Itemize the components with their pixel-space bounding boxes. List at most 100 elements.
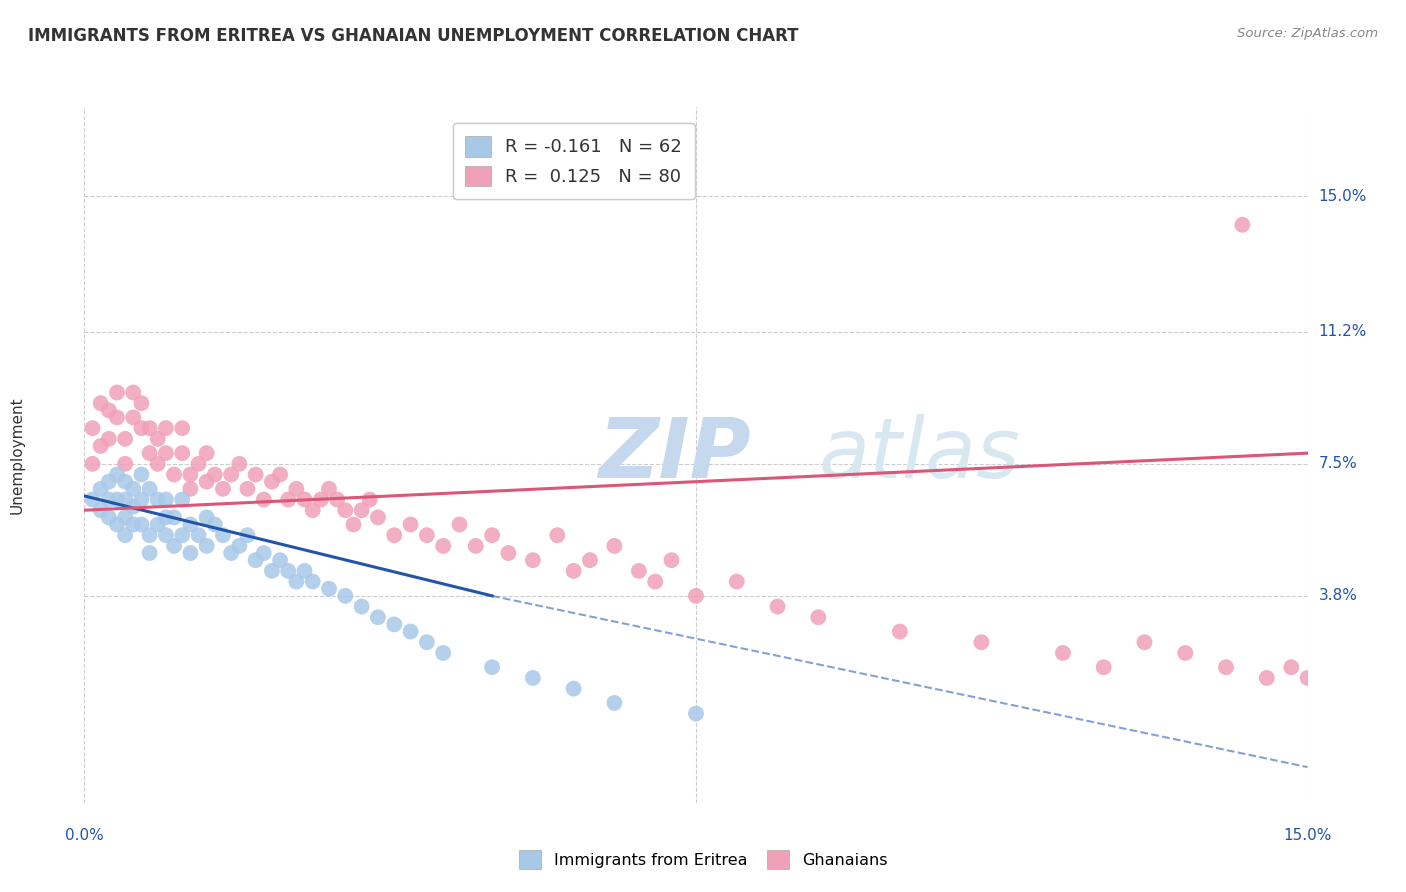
Point bbox=[163, 467, 186, 482]
Point bbox=[807, 610, 830, 624]
Point bbox=[399, 624, 422, 639]
Point bbox=[335, 503, 357, 517]
Point bbox=[131, 421, 153, 435]
Text: 7.5%: 7.5% bbox=[1319, 457, 1357, 471]
Point bbox=[212, 482, 235, 496]
Point bbox=[195, 510, 218, 524]
Point bbox=[253, 546, 276, 560]
Point bbox=[204, 467, 226, 482]
Point bbox=[318, 482, 340, 496]
Point bbox=[579, 553, 602, 567]
Point bbox=[285, 574, 308, 589]
Point bbox=[326, 492, 349, 507]
Text: Source: ZipAtlas.com: Source: ZipAtlas.com bbox=[1237, 27, 1378, 40]
Point bbox=[114, 528, 136, 542]
Point bbox=[105, 492, 128, 507]
Text: Unemployment: Unemployment bbox=[10, 396, 24, 514]
Point bbox=[1256, 671, 1278, 685]
Point bbox=[432, 646, 454, 660]
Point bbox=[82, 421, 104, 435]
Point bbox=[172, 528, 194, 542]
Point bbox=[522, 671, 544, 685]
Point bbox=[187, 528, 209, 542]
Point bbox=[335, 589, 357, 603]
Point bbox=[82, 457, 104, 471]
Point bbox=[212, 528, 235, 542]
Point bbox=[114, 432, 136, 446]
Point bbox=[114, 457, 136, 471]
Point bbox=[138, 482, 160, 496]
Point bbox=[970, 635, 993, 649]
Point bbox=[253, 492, 276, 507]
Point bbox=[228, 457, 250, 471]
Point bbox=[1052, 646, 1074, 660]
Point bbox=[481, 660, 503, 674]
Point bbox=[138, 446, 160, 460]
Point bbox=[97, 403, 120, 417]
Point bbox=[219, 546, 242, 560]
Point bbox=[627, 564, 650, 578]
Point bbox=[318, 582, 340, 596]
Point bbox=[90, 439, 112, 453]
Point bbox=[562, 564, 585, 578]
Point bbox=[219, 467, 242, 482]
Point bbox=[122, 410, 145, 425]
Point bbox=[269, 553, 291, 567]
Point bbox=[432, 539, 454, 553]
Point bbox=[685, 706, 707, 721]
Point bbox=[163, 539, 186, 553]
Point bbox=[1133, 635, 1156, 649]
Point bbox=[204, 517, 226, 532]
Point bbox=[172, 446, 194, 460]
Point bbox=[481, 528, 503, 542]
Point bbox=[661, 553, 683, 567]
Point bbox=[382, 617, 405, 632]
Legend: Immigrants from Eritrea, Ghanaians: Immigrants from Eritrea, Ghanaians bbox=[512, 844, 894, 875]
Point bbox=[603, 539, 626, 553]
Point bbox=[146, 457, 169, 471]
Point bbox=[90, 396, 112, 410]
Point bbox=[359, 492, 381, 507]
Point bbox=[138, 421, 160, 435]
Point bbox=[236, 528, 259, 542]
Point bbox=[1092, 660, 1115, 674]
Point bbox=[269, 467, 291, 482]
Point bbox=[367, 510, 389, 524]
Point bbox=[138, 528, 160, 542]
Point bbox=[1174, 646, 1197, 660]
Point bbox=[309, 492, 332, 507]
Point bbox=[285, 482, 308, 496]
Point bbox=[97, 510, 120, 524]
Point bbox=[114, 492, 136, 507]
Point bbox=[294, 564, 316, 578]
Text: atlas: atlas bbox=[818, 415, 1019, 495]
Point bbox=[114, 510, 136, 524]
Point bbox=[416, 528, 439, 542]
Legend: R = -0.161   N = 62, R =  0.125   N = 80: R = -0.161 N = 62, R = 0.125 N = 80 bbox=[453, 123, 695, 199]
Point bbox=[562, 681, 585, 696]
Point bbox=[146, 492, 169, 507]
Point bbox=[90, 482, 112, 496]
Point bbox=[301, 574, 323, 589]
Point bbox=[498, 546, 520, 560]
Point bbox=[228, 539, 250, 553]
Point bbox=[155, 492, 177, 507]
Point bbox=[114, 475, 136, 489]
Point bbox=[603, 696, 626, 710]
Point bbox=[277, 492, 299, 507]
Text: 11.2%: 11.2% bbox=[1319, 325, 1367, 339]
Point bbox=[97, 492, 120, 507]
Point bbox=[367, 610, 389, 624]
Point bbox=[195, 446, 218, 460]
Point bbox=[546, 528, 568, 542]
Point bbox=[245, 467, 267, 482]
Point bbox=[766, 599, 789, 614]
Point bbox=[195, 539, 218, 553]
Point bbox=[131, 467, 153, 482]
Point bbox=[350, 503, 373, 517]
Point bbox=[416, 635, 439, 649]
Point bbox=[179, 546, 201, 560]
Point bbox=[449, 517, 471, 532]
Point bbox=[382, 528, 405, 542]
Point bbox=[131, 492, 153, 507]
